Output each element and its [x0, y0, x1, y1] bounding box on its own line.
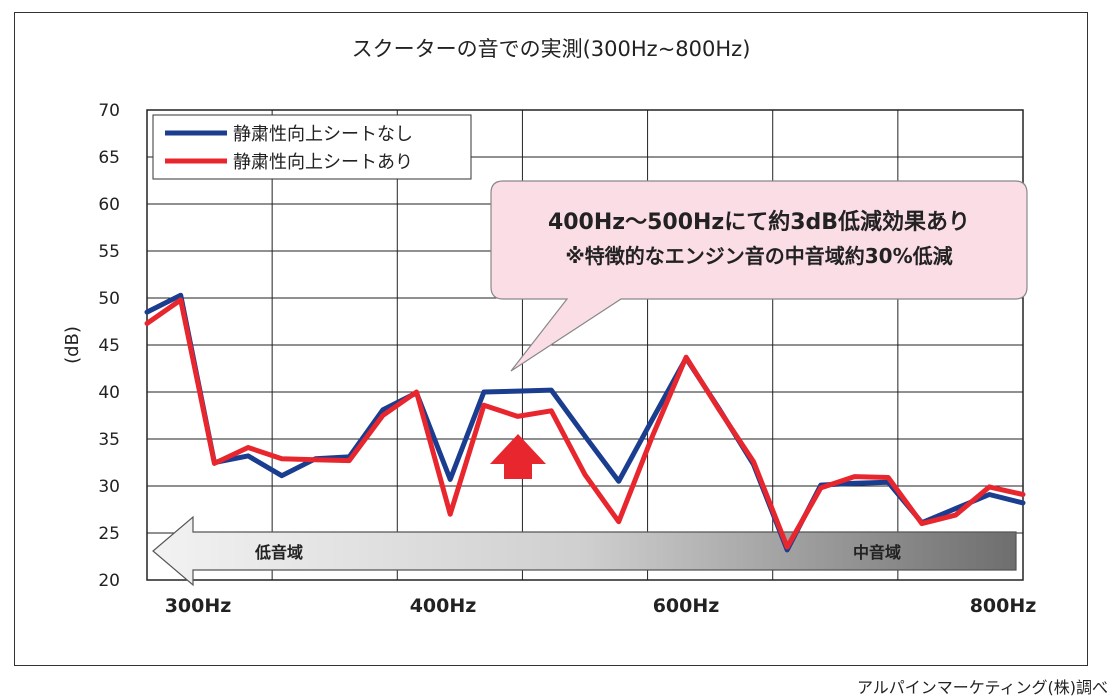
x-tick-label-800hz: 800Hz — [970, 595, 1037, 617]
series-line-1 — [144, 292, 1026, 553]
improvement-up-arrow-icon — [490, 434, 546, 479]
frequency-range-arrow: 低音域 中音域 — [152, 515, 1017, 587]
chart-frame: スクーターの音での実測(300Hz~800Hz) 20 25 30 35 40 45 50 5… — [14, 12, 1088, 666]
y-tick-label: 25 — [98, 524, 120, 544]
line-chart: スクーターの音での実測(300Hz~800Hz) 20 25 30 35 40 45 50 5… — [62, 37, 1037, 617]
annotation-line-2: ※特徴的なエンジン音の中音域約30%低減 — [565, 244, 952, 268]
legend-label-series-1: 静粛性向上シートなし — [233, 124, 413, 145]
y-tick-label: 65 — [98, 148, 120, 168]
mid-range-label: 中音域 — [853, 543, 901, 562]
x-tick-label-400hz: 400Hz — [410, 595, 477, 617]
y-tick-label: 35 — [98, 430, 120, 450]
legend-box — [152, 114, 472, 180]
low-range-label: 低音域 — [254, 543, 303, 562]
y-tick-label: 50 — [98, 289, 120, 309]
y-tick-labels: 20 25 30 35 40 45 50 55 60 65 70 — [98, 101, 120, 591]
y-tick-label: 40 — [98, 383, 120, 403]
annotation-line-1: 400Hz〜500Hzにて約3dB低減効果あり — [548, 209, 970, 235]
annotation-callout — [490, 180, 1028, 372]
y-tick-label: 60 — [98, 195, 120, 215]
y-tick-label: 20 — [98, 571, 120, 591]
legend: 静粛性向上シートなし 静粛性向上シートあり — [152, 114, 472, 180]
chart-title: スクーターの音での実測(300Hz~800Hz) — [352, 37, 751, 61]
source-credit: アルパインマーケティング(株)調べ — [856, 678, 1108, 697]
y-tick-label: 30 — [98, 477, 120, 497]
y-tick-label: 55 — [98, 242, 120, 262]
y-tick-label: 45 — [98, 336, 120, 356]
legend-label-series-2: 静粛性向上シートあり — [233, 152, 413, 173]
x-tick-label-600hz: 600Hz — [653, 595, 720, 617]
x-tick-label-300hz: 300Hz — [165, 595, 232, 617]
series-line-2 — [144, 297, 1026, 550]
series-lines — [144, 292, 1026, 553]
y-tick-label: 70 — [98, 101, 120, 121]
y-axis-label: (dB) — [62, 326, 83, 364]
range-arrow-shape — [152, 515, 1017, 587]
